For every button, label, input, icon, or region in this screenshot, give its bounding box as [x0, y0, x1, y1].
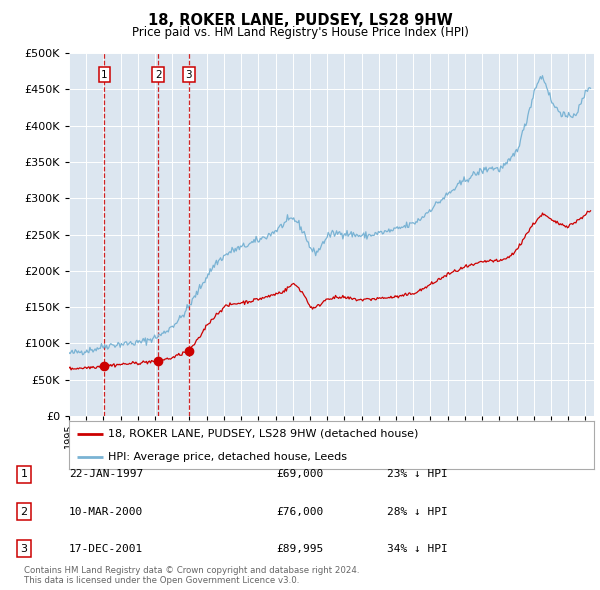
- Text: 22-JAN-1997: 22-JAN-1997: [69, 470, 143, 479]
- Text: £89,995: £89,995: [276, 544, 323, 553]
- Text: Contains HM Land Registry data © Crown copyright and database right 2024.: Contains HM Land Registry data © Crown c…: [24, 566, 359, 575]
- Text: 10-MAR-2000: 10-MAR-2000: [69, 507, 143, 516]
- Text: 2: 2: [155, 70, 161, 80]
- Text: HPI: Average price, detached house, Leeds: HPI: Average price, detached house, Leed…: [109, 452, 347, 462]
- Text: 3: 3: [185, 70, 192, 80]
- Text: Price paid vs. HM Land Registry's House Price Index (HPI): Price paid vs. HM Land Registry's House …: [131, 26, 469, 39]
- Text: £76,000: £76,000: [276, 507, 323, 516]
- Text: 1: 1: [20, 470, 28, 479]
- Text: 1: 1: [101, 70, 108, 80]
- Text: 17-DEC-2001: 17-DEC-2001: [69, 544, 143, 553]
- Text: 34% ↓ HPI: 34% ↓ HPI: [387, 544, 448, 553]
- Text: 18, ROKER LANE, PUDSEY, LS28 9HW (detached house): 18, ROKER LANE, PUDSEY, LS28 9HW (detach…: [109, 429, 419, 439]
- Text: £69,000: £69,000: [276, 470, 323, 479]
- Text: 23% ↓ HPI: 23% ↓ HPI: [387, 470, 448, 479]
- Text: 28% ↓ HPI: 28% ↓ HPI: [387, 507, 448, 516]
- Text: 2: 2: [20, 507, 28, 516]
- Text: 18, ROKER LANE, PUDSEY, LS28 9HW: 18, ROKER LANE, PUDSEY, LS28 9HW: [148, 13, 452, 28]
- Text: This data is licensed under the Open Government Licence v3.0.: This data is licensed under the Open Gov…: [24, 576, 299, 585]
- Text: 3: 3: [20, 544, 28, 553]
